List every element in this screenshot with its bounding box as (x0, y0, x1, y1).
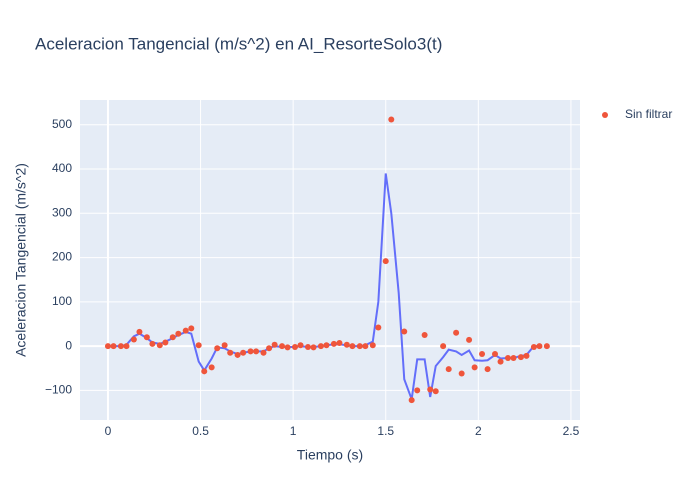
point (536, 343, 543, 350)
legend-label: Sin filtrar (625, 107, 672, 121)
point (382, 258, 389, 265)
point (156, 342, 163, 349)
point (234, 351, 241, 358)
chart-title: Aceleracion Tangencial (m/s^2) en AI_Res… (35, 34, 442, 53)
point (123, 343, 130, 350)
x-tick-label: 0 (105, 424, 112, 438)
point (421, 332, 428, 339)
point (375, 324, 382, 331)
point (292, 343, 298, 350)
x-tick-label: 2 (475, 424, 482, 438)
point (221, 342, 228, 349)
point (195, 342, 202, 349)
point (330, 340, 337, 347)
point (182, 327, 189, 334)
point (297, 342, 304, 349)
point (517, 354, 524, 361)
point (445, 366, 452, 373)
point (175, 330, 182, 337)
y-tick-label: 500 (52, 117, 72, 131)
point (492, 351, 498, 358)
x-tick-label: 1 (290, 424, 297, 438)
y-tick-label: 300 (52, 205, 72, 219)
point (471, 364, 478, 371)
point (310, 344, 317, 351)
point (169, 334, 176, 341)
point (453, 329, 460, 336)
point (497, 358, 504, 365)
x-axis-title: Tiempo (s) (297, 447, 363, 463)
point (336, 339, 343, 346)
point (523, 352, 530, 359)
point (149, 340, 156, 347)
point (427, 386, 434, 393)
point (323, 342, 330, 349)
point (432, 388, 439, 395)
point (143, 334, 150, 341)
y-tick-label: 0 (65, 338, 72, 352)
legend-marker (602, 112, 608, 118)
point (362, 343, 369, 350)
point (201, 368, 208, 375)
point (504, 355, 511, 362)
point (253, 348, 260, 355)
point (271, 341, 278, 348)
point (247, 348, 254, 355)
point (510, 355, 517, 362)
point (104, 343, 111, 350)
point (440, 343, 447, 350)
point (530, 343, 537, 350)
y-tick-label: 200 (52, 250, 72, 264)
x-tick-label: 2.5 (563, 424, 580, 438)
point (266, 345, 273, 352)
point (227, 349, 234, 356)
point (260, 349, 267, 356)
point (343, 341, 350, 348)
point (188, 325, 195, 332)
point (356, 343, 363, 350)
point (214, 345, 221, 352)
point (162, 339, 169, 346)
y-tick-label: −100 (45, 383, 72, 397)
point (304, 343, 311, 350)
plot-background (80, 100, 580, 420)
point (388, 116, 395, 123)
point (284, 344, 291, 351)
point (240, 349, 247, 356)
point (208, 364, 215, 371)
y-tick-label: 100 (52, 294, 72, 308)
point (136, 328, 143, 335)
y-tick-label: 400 (52, 161, 72, 175)
x-tick-label: 1.5 (377, 424, 394, 438)
point (414, 387, 421, 394)
point (408, 397, 415, 404)
point (317, 343, 324, 350)
point (369, 342, 376, 349)
point (401, 328, 408, 335)
point (479, 351, 486, 358)
point (543, 343, 550, 350)
point (466, 336, 473, 343)
point (279, 343, 286, 350)
x-tick-label: 0.5 (192, 424, 209, 438)
point (484, 366, 491, 373)
y-axis-title: Aceleracion Tangencial (m/s^2) (13, 163, 29, 357)
point (110, 343, 117, 350)
point (117, 343, 124, 350)
point (458, 370, 465, 377)
point (349, 343, 356, 350)
point (130, 336, 137, 343)
